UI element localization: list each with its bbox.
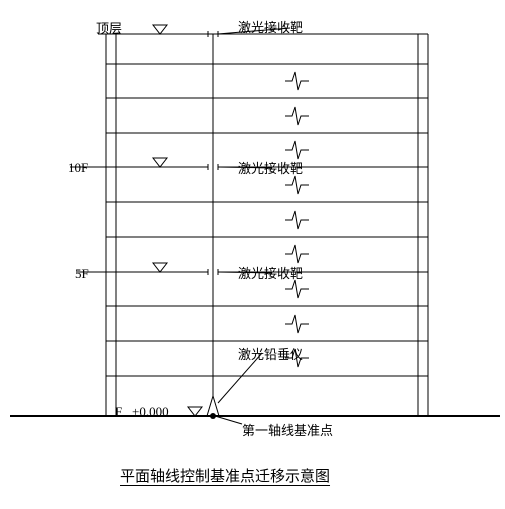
figure-caption: 平面轴线控制基准点迁移示意图 <box>120 465 330 486</box>
